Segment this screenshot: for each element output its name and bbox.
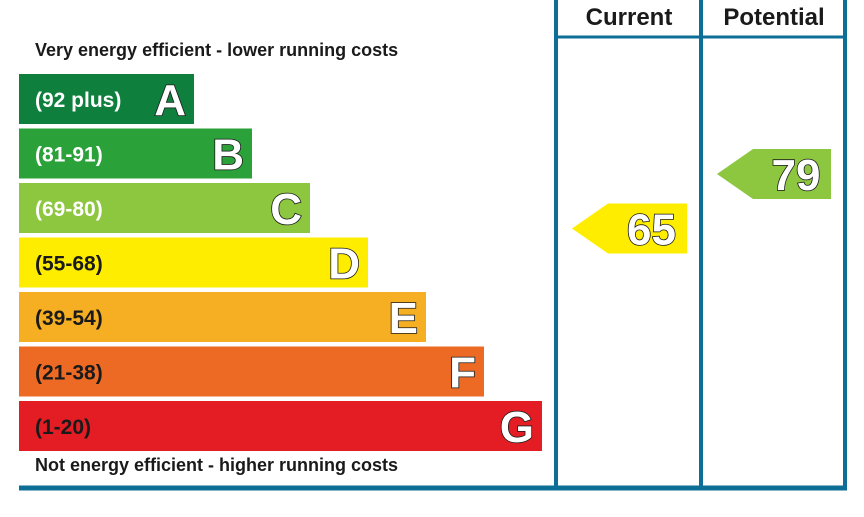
potential-rating-arrow: 79 bbox=[717, 149, 831, 201]
current-rating-arrow-shape bbox=[572, 203, 687, 254]
band-d: (55-68) D bbox=[19, 237, 368, 289]
band-letter-f: F bbox=[449, 349, 476, 398]
band-a: (92 plus) A bbox=[19, 74, 194, 126]
band-letter-g: G bbox=[500, 403, 534, 452]
band-c: (69-80) C bbox=[19, 183, 310, 235]
band-bar-f bbox=[19, 346, 484, 397]
band-range-label: (81-91) bbox=[35, 144, 103, 167]
chart-frame bbox=[19, 0, 847, 491]
band-range-label: (69-80) bbox=[35, 198, 103, 221]
band-range-label: (92 plus) bbox=[35, 89, 121, 112]
potential-column-header: Potential bbox=[723, 4, 824, 31]
band-letter-a: A bbox=[154, 76, 186, 125]
top-caption: Very energy efficient - lower running co… bbox=[35, 40, 398, 60]
band-bar-g bbox=[19, 401, 542, 451]
band-letter-c: C bbox=[270, 185, 302, 234]
band-range-label: (55-68) bbox=[35, 253, 103, 276]
band-b: (81-91) B bbox=[19, 128, 252, 180]
band-bar-e bbox=[19, 292, 426, 342]
band-e: (39-54) E bbox=[19, 292, 426, 344]
potential-rating-arrow-shape bbox=[717, 149, 831, 199]
band-bar-a bbox=[19, 74, 194, 124]
band-range-label: (1-20) bbox=[35, 416, 91, 439]
rating-bands: (92 plus) A(81-91) B(69-80) C(55-68) D(39-54… bbox=[19, 74, 542, 453]
band-range-label: (39-54) bbox=[35, 307, 103, 330]
rating-arrows: 65 79 bbox=[572, 149, 831, 255]
band-letter-d: D bbox=[328, 240, 360, 289]
potential-rating-arrow-value: 79 bbox=[772, 151, 821, 200]
band-bar-b bbox=[19, 128, 252, 179]
band-f: (21-38) F bbox=[19, 346, 484, 398]
band-range-label: (21-38) bbox=[35, 362, 103, 385]
bottom-caption: Not energy efficient - higher running co… bbox=[35, 455, 398, 475]
band-g: (1-20) G bbox=[19, 401, 542, 453]
current-rating-arrow-value: 65 bbox=[627, 206, 676, 255]
band-bar-c bbox=[19, 183, 310, 233]
band-letter-e: E bbox=[389, 294, 418, 343]
band-letter-b: B bbox=[212, 131, 244, 180]
current-rating-arrow: 65 bbox=[572, 203, 687, 255]
band-bar-d bbox=[19, 237, 368, 288]
current-column-header: Current bbox=[586, 4, 673, 31]
